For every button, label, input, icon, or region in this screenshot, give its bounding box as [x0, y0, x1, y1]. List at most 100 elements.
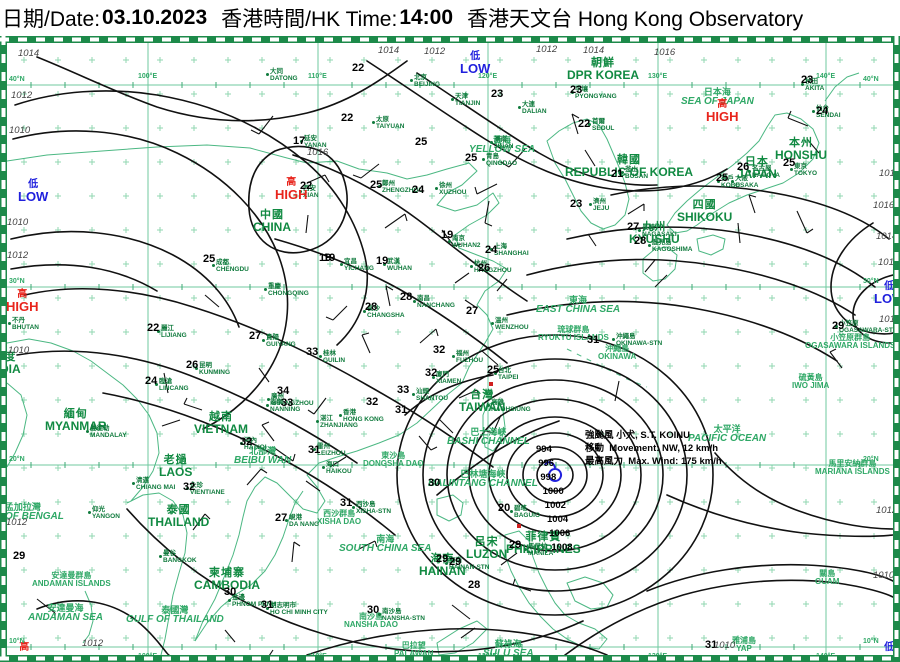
isobar-label: 1012 — [878, 257, 893, 268]
station-dot — [240, 442, 243, 445]
agency-name: 香港天文台 Hong Kong Observatory — [467, 8, 804, 31]
station-label-guangzhou: 廣州 GUANGZHOU — [271, 393, 314, 407]
station-dot — [363, 310, 366, 313]
station-dot — [490, 141, 493, 144]
station-dot — [812, 110, 815, 113]
station-dot — [571, 91, 574, 94]
station-label-kunming: 昆明 KUNMING — [199, 362, 231, 376]
station-dot — [494, 372, 497, 375]
station-temperature: 24 — [485, 244, 498, 256]
station-dot — [378, 185, 381, 188]
sea-label-sea-of-japan: 日本海 SEA OF JAPAN — [681, 87, 754, 107]
island-label-ogasawara-islands: 小笠原群島 OGASAWARA ISLANDS — [805, 333, 893, 350]
station-label-okinawa-stn: 沖繩島 OKINAWA-STN — [616, 333, 663, 347]
sea-label-bashi-channel: 巴士海峽 BASHI CHANNEL — [447, 427, 530, 447]
isobar-label: 1012 — [7, 517, 28, 528]
station-temperature: 25 — [465, 152, 478, 164]
isobar-label: 1014 — [378, 45, 400, 56]
station-label-baguio: 碧瑤 BAGUIO — [514, 505, 540, 519]
isobar-label: 1012 — [536, 44, 558, 55]
station-temperature: 32 — [183, 481, 196, 493]
station-dot — [470, 265, 473, 268]
country-label-india: 印度INDIA — [7, 351, 21, 376]
longitude-tick-label: 120°E — [478, 73, 498, 80]
station-dot — [372, 121, 375, 124]
station-dot — [451, 98, 454, 101]
station-temperature: 23 — [491, 88, 504, 100]
station-dot — [339, 414, 342, 417]
station-label-seoul: 首爾 SEOUL — [592, 118, 615, 132]
sea-label-beibu-wan: 北部灣 BEIBU WAN — [234, 446, 292, 466]
station-dot — [518, 106, 521, 109]
station-temperature: 22 — [352, 62, 365, 74]
isobar-label: 1010 — [7, 217, 29, 228]
station-dot — [285, 519, 288, 522]
island-label-xisha-dao: 西沙群島 XISHA DAO — [317, 509, 362, 526]
station-temperature: 29 — [832, 320, 845, 332]
isobar-label: 1012 — [11, 90, 33, 101]
station-dot — [487, 404, 490, 407]
station-label-wenzhou: 溫州 WENZHOU — [495, 317, 529, 331]
station-temperature: 26 — [478, 262, 491, 274]
station-label-osaka: 大阪 OSAKA — [735, 175, 759, 189]
station-temperature: 33 — [281, 397, 294, 409]
isobar-label: 1012 — [82, 638, 104, 649]
station-dot — [264, 288, 267, 291]
country-label-vietnam: 越南 VIETNAM — [194, 411, 248, 436]
station-label-tianjin: 天津 TIANJIN — [455, 93, 481, 107]
sea-label-pacific-ocean: 太平洋 PACIFIC OCEAN — [688, 424, 767, 444]
station-dot — [300, 140, 303, 143]
station-temperature: 28 — [365, 301, 378, 313]
station-label-pyongyang: 平壤 PYONGYANG — [575, 86, 617, 100]
country-label-cambodia: 柬埔寨 CAMBODIA — [194, 567, 260, 592]
station-label-qingdao: 青島 QINGDAO — [486, 153, 518, 167]
station-label-sendai: 仙台 SENDAI — [816, 105, 841, 119]
station-temperature: 27 — [466, 305, 479, 317]
station-label-kaohsiung: 高雄 KAOHSIUNG — [491, 399, 531, 413]
station-dot — [413, 300, 416, 303]
region-label-kyushu: 九州 KYUSHU — [629, 221, 680, 246]
island-label-ryukyu-islands: 琉球群島 RYUKYU ISLANDS — [538, 325, 609, 342]
sea-temperature: 31 — [705, 639, 718, 651]
station-dot — [435, 187, 438, 190]
station-temperature: 28 — [400, 291, 413, 303]
station-label-xiamen: 廈門 XIAMEN — [436, 371, 462, 385]
sea-label-andaman-sea: 安達曼海 ANDAMAN SEA — [28, 603, 103, 623]
station-label-jeju: 濟州 JEJU — [593, 198, 610, 212]
isobar-label: 1014 — [876, 231, 893, 242]
station-dot — [638, 229, 641, 232]
station-label-taiyuan: 太原 TAIYUAN — [376, 116, 405, 130]
station-dot — [88, 511, 91, 514]
island-label-yap: 雅浦島 YAP — [732, 636, 756, 653]
station-dot — [801, 83, 804, 86]
map-labels-layer: 中國 CHINA 朝鮮 DPR KOREA 韓國 REPUBLIC OF KOREA 日本 J… — [7, 43, 893, 655]
station-label-busan: 釜山 BUSAN — [625, 166, 649, 180]
sea-temperature: 28 — [468, 579, 481, 591]
station-dot — [159, 555, 162, 558]
region-label-honshu: 本州 HONSHU — [775, 137, 828, 162]
station-dot — [589, 203, 592, 206]
station-label-nagasaki: 長崎 NAGASAKI — [642, 224, 677, 238]
station-dot — [383, 263, 386, 266]
island-label-mariana-islands: 馬里安納群島 MARIANA ISLANDS — [815, 459, 890, 476]
island-label-iwo-jima: 硫黃島 IWO JIMA — [792, 373, 830, 390]
station-label-xisha-stn: 西沙島 XISHA-STN — [356, 501, 392, 515]
longitude-tick-label: 130°E — [648, 653, 667, 655]
station-dot — [195, 367, 198, 370]
station-dot — [86, 430, 89, 433]
country-label-myanmar: 緬甸 MYANMAR — [45, 408, 107, 433]
station-temperature: 22 — [578, 118, 591, 130]
station-temperature: 31 — [261, 599, 274, 611]
sea-label-balintang-channel: 巴林塘海峽 BALINTANG CHANNEL — [428, 469, 538, 489]
station-dot — [340, 263, 343, 266]
sea-label-bay-of-bengal: 孟加拉灣BAY OF BENGAL — [7, 502, 64, 522]
station-temperature: 28 — [634, 235, 647, 247]
station-temperature: 27 — [249, 330, 262, 342]
country-label-philippines: 菲律賓 PHILIPPINES — [506, 531, 581, 556]
station-temperature: 32 — [366, 396, 379, 408]
station-temperature: 23 — [801, 74, 814, 86]
isobar-label: 1012 — [424, 46, 446, 57]
